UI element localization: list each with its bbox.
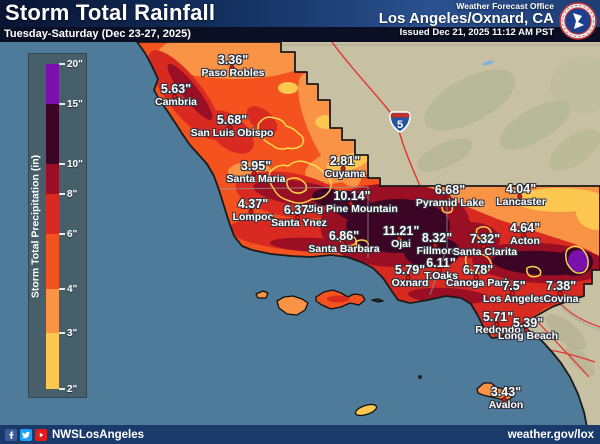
legend-tick: 8" — [59, 189, 77, 200]
office-label: Weather Forecast Office — [456, 1, 554, 11]
legend-tick: 3" — [59, 328, 77, 339]
legend-title: Storm Total Precipitation (in) — [29, 154, 42, 299]
legend-segment — [46, 234, 59, 289]
legend-tick: 6" — [59, 229, 77, 240]
anacapa-island — [371, 298, 384, 303]
highway — [537, 321, 590, 378]
legend-segment — [46, 164, 59, 194]
youtube-icon[interactable] — [35, 428, 47, 441]
interstate-5-shield: 5 — [389, 111, 411, 133]
social-handle[interactable]: NWSLosAngeles — [52, 428, 145, 441]
office-name: Los Angeles/Oxnard, CA — [378, 10, 554, 27]
svg-text:5: 5 — [397, 119, 403, 131]
channel-islands — [255, 289, 515, 417]
legend-segment — [46, 333, 59, 389]
social-icons — [5, 428, 47, 441]
legend-segment — [46, 289, 59, 333]
precip-legend: Storm Total Precipitation (in) 20" 15" 10"… — [28, 53, 87, 398]
twitter-icon[interactable] — [20, 428, 32, 441]
legend-tick: 2" — [59, 384, 77, 395]
san-nicolas-island — [354, 403, 378, 417]
terrain-outside-north — [281, 41, 600, 187]
lake — [482, 60, 494, 66]
title-bar: Storm Total Rainfall — [0, 0, 600, 27]
legend-segment — [46, 194, 59, 234]
legend-segment — [46, 64, 59, 104]
highway — [548, 349, 596, 363]
santa-barbara-island — [418, 375, 422, 379]
legend-tick: 4" — [59, 284, 77, 295]
forecast-area-boundary — [136, 41, 600, 339]
catalina-island — [476, 382, 515, 401]
legend-tick: 15" — [59, 99, 83, 110]
issued-timestamp: Issued Dec 21, 2025 11:12 AM PST — [399, 27, 554, 38]
burn-scar-outlines — [257, 116, 589, 278]
footer-bar: NWSLosAngeles weather.gov/lox — [0, 425, 600, 444]
footer-url[interactable]: weather.gov/lox — [507, 428, 594, 441]
san-miguel-island — [255, 290, 269, 299]
county-lines — [218, 186, 448, 296]
legend-tick: 10" — [59, 159, 83, 170]
date-range-bar: Tuesday-Saturday (Dec 23-27, 2025) — [0, 27, 600, 42]
coastline-south — [520, 324, 591, 444]
legend-segment — [46, 104, 59, 164]
legend-color-bar — [46, 64, 59, 389]
legend-tick: 20" — [59, 59, 83, 70]
page-title: Storm Total Rainfall — [5, 0, 216, 25]
santa-rosa-island — [276, 295, 309, 316]
nws-logo — [559, 2, 597, 40]
facebook-icon[interactable] — [5, 428, 17, 441]
highway — [559, 302, 600, 328]
office-block: Weather Forecast Office Los Angeles/Oxna… — [379, 1, 554, 39]
precip-shading — [148, 42, 600, 337]
